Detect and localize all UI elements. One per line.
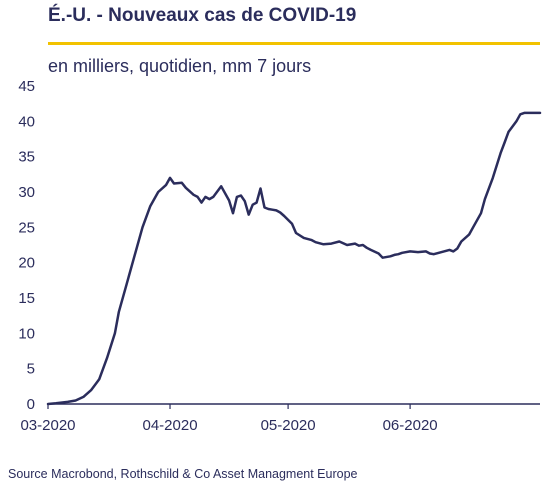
y-tick-label: 10 [18,325,35,342]
series-line [46,111,542,406]
y-tick-label: 40 [18,113,35,130]
line-chart: 0 5 10 15 20 25 30 35 40 45 03-2020 04-2020 05-2020… [18,78,542,434]
y-tick-label: 5 [27,361,35,378]
y-tick-label: 0 [27,396,35,413]
y-axis-ticks: 0 5 10 15 20 25 30 35 40 45 [18,78,35,413]
y-tick-label: 35 [18,149,35,166]
x-tick-label: 05-2020 [261,417,316,434]
title-underline [48,42,540,45]
y-tick-label: 20 [18,255,35,272]
chart-subtitle: en milliers, quotidien, mm 7 jours [48,56,312,76]
source-note: Source Macrobond, Rothschild & Co Asset … [8,467,358,481]
y-tick-label: 45 [18,78,35,95]
y-tick-label: 25 [18,219,35,236]
x-tick-label: 03-2020 [20,417,75,434]
x-tick-label: 04-2020 [142,417,197,434]
y-tick-label: 30 [18,184,35,201]
x-tick-label: 06-2020 [383,417,438,434]
chart-title: É.-U. - Nouveaux cas de COVID-19 [48,5,357,26]
y-tick-label: 15 [18,290,35,307]
x-axis-ticks: 03-2020 04-2020 05-2020 06-2020 [20,404,438,434]
